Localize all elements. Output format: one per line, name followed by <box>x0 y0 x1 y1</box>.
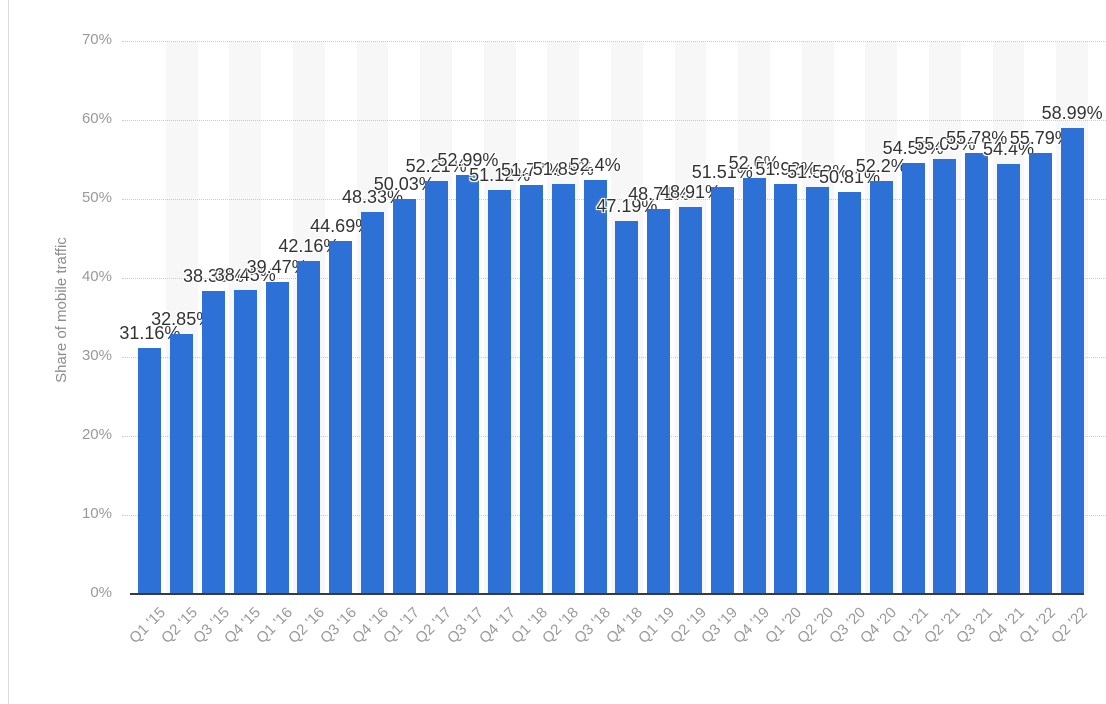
bar-value-label: 47.19% <box>596 195 658 216</box>
bar-value-label: 50.81% <box>818 167 881 188</box>
bar-value-label: 58.99% <box>1041 102 1103 123</box>
bar-value-label: 51.85% <box>532 159 594 180</box>
gridline <box>122 198 1106 200</box>
bar <box>170 334 194 593</box>
bar <box>774 183 798 593</box>
bar <box>392 198 416 593</box>
bar <box>297 260 321 593</box>
bar-value-label: 51.12% <box>469 164 531 185</box>
bar-value-label: 52.2% <box>855 156 907 177</box>
bar <box>647 208 671 593</box>
bar-value-label: 32.85% <box>151 309 213 330</box>
bar-value-label: 48.71% <box>628 183 690 204</box>
bar <box>202 290 225 593</box>
bar <box>424 181 448 593</box>
y-tick-label: 30% <box>81 346 112 364</box>
bar <box>1028 152 1052 593</box>
gridline <box>122 277 1106 279</box>
bar-value-label: 38.38% <box>182 265 245 286</box>
y-tick-label: 40% <box>81 267 112 285</box>
bar-value-label: 31.16% <box>119 322 181 343</box>
bar <box>615 220 639 593</box>
y-tick-label: 60% <box>81 109 112 127</box>
y-tick-label: 50% <box>81 188 112 206</box>
bar-value-label: 38.45% <box>214 265 276 286</box>
bar <box>838 192 861 593</box>
bar <box>1060 127 1084 593</box>
bar-value-label: 54.55% <box>882 137 944 158</box>
bar-value-label: 48.91% <box>659 182 722 203</box>
gridline <box>122 40 1106 42</box>
bar <box>520 184 543 593</box>
page-left-border <box>8 0 9 704</box>
bar <box>933 158 957 593</box>
bar <box>456 175 480 593</box>
bar <box>265 281 289 593</box>
gridline <box>122 435 1106 437</box>
bar <box>997 163 1020 593</box>
bar <box>869 181 893 593</box>
bar-value-label: 42.16% <box>278 235 340 256</box>
bar-value-label: 39.47% <box>246 256 308 277</box>
bar <box>233 290 257 593</box>
bar-value-label: 51.53% <box>787 161 849 182</box>
bar-value-label: 55.05% <box>914 133 976 154</box>
bar-value-label: 54.4% <box>982 138 1035 159</box>
bar <box>138 347 162 593</box>
bar-value-label: 51.51% <box>691 161 753 182</box>
bar <box>329 240 353 593</box>
bar <box>742 178 766 593</box>
y-tick-label: 20% <box>81 425 112 443</box>
bar <box>710 186 734 593</box>
gridline <box>122 356 1106 358</box>
bar-value-label: 52.21% <box>405 156 467 177</box>
bar-value-label: 50.03% <box>373 173 435 194</box>
bar-value-label: 52.6% <box>728 153 780 174</box>
bar-value-label: 55.79% <box>1009 127 1071 148</box>
bar <box>901 162 925 593</box>
bar-value-label: 55.78% <box>946 128 1008 149</box>
bar-value-label: 51.92% <box>755 158 817 179</box>
bar <box>806 186 830 593</box>
bar-value-label: 51.77% <box>500 159 563 180</box>
x-axis-line <box>130 593 1084 595</box>
bar <box>965 153 989 593</box>
bar-value-label: 52.4% <box>569 154 621 175</box>
bar <box>361 211 384 593</box>
bar-value-label: 44.69% <box>310 215 372 236</box>
gridline <box>122 119 1106 121</box>
y-tick-label: 10% <box>81 504 112 522</box>
bar <box>488 189 512 593</box>
bar <box>551 184 575 593</box>
bar <box>679 207 702 593</box>
y-tick-label: 70% <box>81 30 112 48</box>
gridline <box>122 514 1106 516</box>
bar <box>583 179 607 593</box>
bar-value-label: 52.99% <box>437 150 499 171</box>
bar-value-label: 48.33% <box>341 186 404 207</box>
y-tick-label: 0% <box>90 584 112 601</box>
